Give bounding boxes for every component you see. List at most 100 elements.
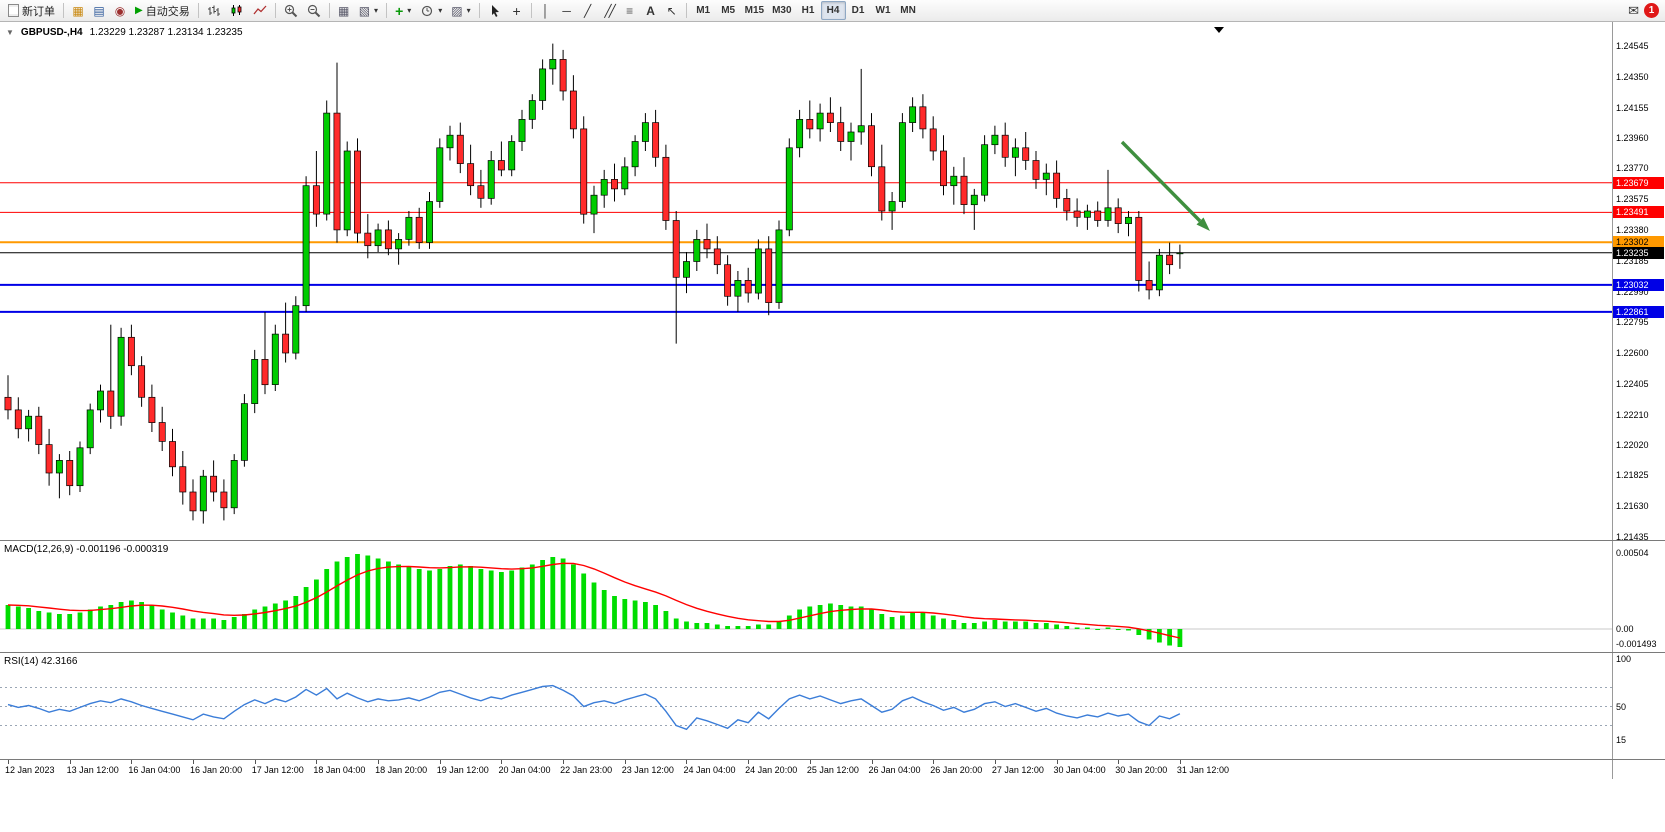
horizontal-line-icon: ─ xyxy=(562,3,571,18)
zoom-in-icon xyxy=(284,4,297,17)
time-tick xyxy=(1179,760,1181,764)
new-chart-button[interactable]: ▧ ▾ xyxy=(355,1,382,20)
rsi-axis-tick: 15 xyxy=(1616,734,1627,745)
price-tag: 1.23491 xyxy=(1613,206,1664,219)
timeframe-m30-button[interactable]: M30 xyxy=(768,1,795,20)
line-chart-button[interactable] xyxy=(249,1,271,20)
ohlc-values: 1.23229 1.23287 1.23134 1.23235 xyxy=(89,27,243,38)
tile-windows-button[interactable]: ▦ xyxy=(334,1,354,20)
macd-plot[interactable] xyxy=(0,541,1612,652)
time-label: 26 Jan 20:00 xyxy=(930,765,983,775)
cursor-button[interactable] xyxy=(484,1,506,20)
time-tick xyxy=(131,760,133,764)
y-axis-tick: 1.23380 xyxy=(1616,224,1649,235)
charts-grid-icon: ▦ xyxy=(72,3,84,18)
y-axis-tick: 1.22990 xyxy=(1616,286,1649,297)
text-tool-button[interactable]: A xyxy=(641,1,661,20)
indicators-button[interactable]: + ▾ xyxy=(391,1,415,20)
y-axis-tick: 1.24545 xyxy=(1616,41,1649,51)
timeframe-mn-button[interactable]: MN xyxy=(896,1,921,20)
fibonacci-tool-button[interactable]: ≡ xyxy=(620,1,640,20)
timeframe-m5-button[interactable]: M5 xyxy=(716,1,741,20)
templates-button[interactable]: ▨ ▾ xyxy=(447,1,474,20)
web-button[interactable]: ◉ xyxy=(110,1,130,20)
time-tick xyxy=(1056,760,1058,764)
y-axis-tick: 1.22210 xyxy=(1616,409,1649,420)
new-order-button[interactable]: 新订单 xyxy=(4,1,59,20)
rsi-label: RSI(14) 42.3166 xyxy=(4,656,78,667)
y-axis-tick: 1.23185 xyxy=(1616,255,1649,266)
trendline-tool-button[interactable]: ╱ xyxy=(578,1,598,20)
mailbox-icon[interactable]: ✉ xyxy=(1628,3,1639,18)
rsi-axis-tick: 100 xyxy=(1616,654,1632,664)
time-tick xyxy=(809,760,811,764)
toolbar-separator xyxy=(478,3,480,18)
autotrading-button[interactable]: ▶ 自动交易 xyxy=(131,1,194,20)
indicators-plus-icon: + xyxy=(395,2,404,19)
y-axis-tick: 1.23770 xyxy=(1616,163,1649,174)
tile-windows-icon: ▦ xyxy=(338,3,350,18)
timeframe-m15-button[interactable]: M15 xyxy=(741,1,768,20)
timeframe-w1-button[interactable]: W1 xyxy=(871,1,896,20)
time-axis[interactable]: 12 Jan 2023 13 Jan 12:00 16 Jan 04:00 16 Ja… xyxy=(0,759,1665,779)
time-label: 17 Jan 12:00 xyxy=(251,765,304,775)
equidistant-channel-icon: ╱╱ xyxy=(604,3,616,18)
y-axis-tick: 1.24350 xyxy=(1616,71,1649,82)
macd-axis[interactable]: 0.00504 0.00 -0.001493 xyxy=(1612,541,1665,652)
time-tick xyxy=(254,760,256,764)
zoom-out-button[interactable] xyxy=(303,1,325,20)
rsi-panel: RSI(14) 42.3166 100 50 15 xyxy=(0,652,1665,759)
time-tick xyxy=(501,760,503,764)
bar-chart-button[interactable] xyxy=(203,1,225,20)
timeframe-group: M1 M5 M15 M30 H1 H4 D1 W1 MN xyxy=(691,1,921,20)
text-tool-icon: A xyxy=(646,3,655,18)
price-axis[interactable]: 1.24545 1.24350 1.24155 1.23960 1.23770 1.235… xyxy=(1612,22,1665,542)
periods-button[interactable]: ▾ xyxy=(416,1,446,20)
arrows-tool-button[interactable]: ↖ xyxy=(662,1,682,20)
candlestick-chart-button[interactable] xyxy=(226,1,248,20)
time-label: 16 Jan 04:00 xyxy=(128,765,181,775)
price-tag: 1.23302 xyxy=(1613,236,1664,249)
time-label: 20 Jan 04:00 xyxy=(498,765,551,775)
timeframe-d1-button[interactable]: D1 xyxy=(846,1,871,20)
rsi-axis-tick: 50 xyxy=(1616,701,1627,712)
rsi-plot[interactable] xyxy=(0,653,1612,759)
notification-badge[interactable]: 1 xyxy=(1644,3,1659,18)
toolbar-separator xyxy=(386,3,388,18)
price-plot[interactable] xyxy=(0,22,1612,540)
time-tick xyxy=(748,760,750,764)
line-chart-icon xyxy=(253,5,267,15)
new-order-label: 新订单 xyxy=(22,5,55,18)
time-label: 30 Jan 04:00 xyxy=(1053,765,1106,775)
vertical-line-tool-button[interactable]: │ xyxy=(536,1,556,20)
chevron-down-icon: ▾ xyxy=(407,6,412,15)
time-label: 25 Jan 12:00 xyxy=(806,765,859,775)
cursor-icon xyxy=(491,4,499,17)
vertical-line-icon: │ xyxy=(541,3,550,18)
collapse-icon[interactable]: ▼ xyxy=(6,28,14,37)
toolbar-separator xyxy=(274,3,276,18)
macd-axis-tick: 0.00 xyxy=(1616,624,1634,634)
timeframe-h1-button[interactable]: H1 xyxy=(796,1,821,20)
community-button[interactable]: ▤ xyxy=(89,1,109,20)
time-axis-corner xyxy=(1612,760,1665,779)
time-tick xyxy=(871,760,873,764)
time-tick xyxy=(686,760,688,764)
timeframe-h4-button[interactable]: H4 xyxy=(820,1,846,20)
time-label: 24 Jan 20:00 xyxy=(745,765,798,775)
time-label: 27 Jan 12:00 xyxy=(991,765,1044,775)
y-axis-tick: 1.21435 xyxy=(1616,532,1649,542)
crosshair-button[interactable]: + xyxy=(507,1,527,20)
zoom-in-button[interactable] xyxy=(280,1,302,20)
time-tick xyxy=(69,760,71,764)
rsi-axis[interactable]: 100 50 15 xyxy=(1612,653,1665,759)
charts-grid-button[interactable]: ▦ xyxy=(68,1,88,20)
toolbar: 新订单 ▦ ▤ ◉ ▶ 自动交易 xyxy=(0,0,1665,22)
horizontal-line-tool-button[interactable]: ─ xyxy=(557,1,577,20)
timeframe-m1-button[interactable]: M1 xyxy=(691,1,716,20)
clock-icon xyxy=(422,5,433,16)
channel-tool-button[interactable]: ╱╱ xyxy=(599,1,619,20)
price-panel: ▼ GBPUSD-,H4 1.23229 1.23287 1.23134 1.2… xyxy=(0,22,1665,542)
y-axis-tick: 1.21630 xyxy=(1616,501,1649,512)
time-tick xyxy=(1118,760,1120,764)
